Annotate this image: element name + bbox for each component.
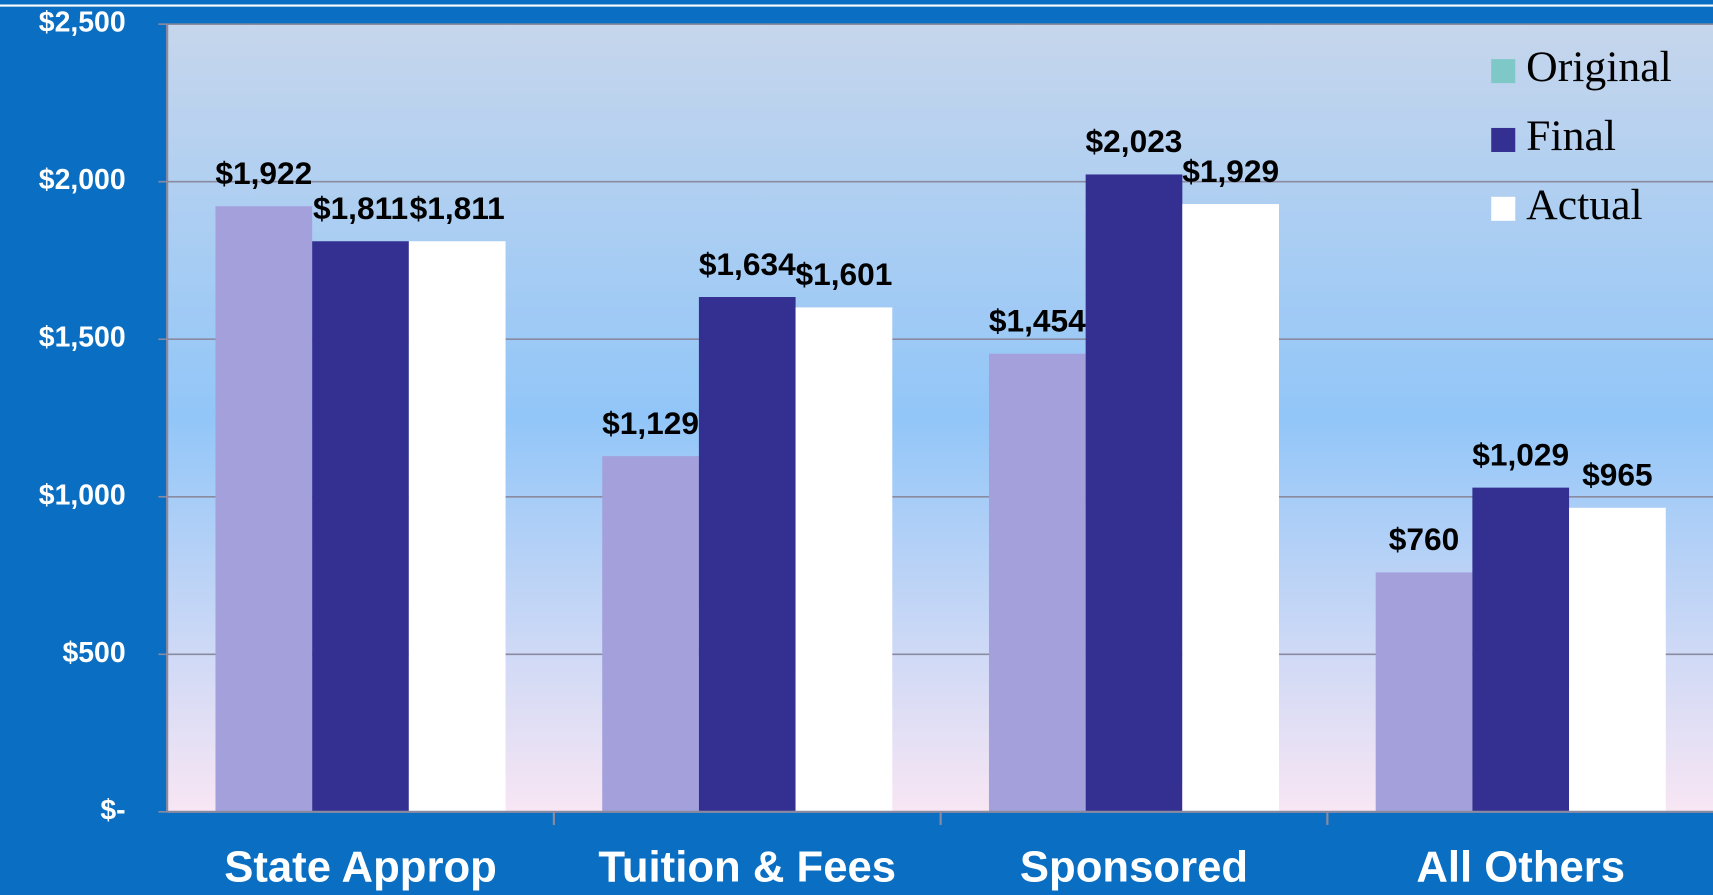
x-tick-label: Tuition & Fees: [598, 842, 896, 891]
y-tick-label: $2,500: [39, 7, 126, 39]
bar: [1569, 507, 1666, 812]
bar: [312, 241, 409, 812]
data-label: $1,811: [410, 190, 505, 226]
legend-swatch: [1491, 127, 1516, 152]
data-label: $760: [1389, 521, 1459, 557]
data-label: $1,929: [1182, 153, 1279, 189]
legend-label: Final: [1526, 112, 1616, 160]
legend-label: Original: [1526, 43, 1672, 91]
data-label: $965: [1582, 457, 1652, 493]
y-tick-label: $2,000: [39, 164, 126, 196]
data-label: $1,634: [699, 246, 796, 282]
legend-label: Actual: [1526, 181, 1642, 229]
data-label: $1,601: [795, 256, 892, 292]
x-tick-label: Sponsored: [1020, 842, 1248, 891]
y-tick-label: $-: [100, 794, 125, 826]
bar: [215, 206, 313, 812]
x-tick-label: State Approp: [224, 842, 497, 891]
bar: [795, 307, 893, 812]
data-label: $1,129: [602, 405, 699, 441]
data-label: $2,023: [1086, 123, 1183, 159]
legend-swatch: [1491, 59, 1516, 84]
bar: [988, 353, 1086, 812]
x-tick-label: All Others: [1416, 842, 1625, 891]
legend-swatch: [1491, 196, 1516, 221]
bar: [1375, 572, 1473, 812]
y-tick-label: $1,500: [39, 322, 126, 354]
data-label: $1,811: [313, 190, 408, 226]
bar: [1472, 487, 1570, 812]
data-label: $1,454: [989, 303, 1086, 339]
data-label: $1,922: [215, 155, 312, 191]
y-tick-label: $500: [62, 637, 125, 669]
bar: [408, 241, 506, 812]
bar: [602, 456, 699, 812]
bar: [1085, 174, 1183, 812]
data-label: $1,029: [1472, 436, 1569, 472]
bar: [1182, 204, 1280, 812]
bar: [698, 297, 796, 812]
y-tick-label: $1,000: [39, 479, 126, 511]
